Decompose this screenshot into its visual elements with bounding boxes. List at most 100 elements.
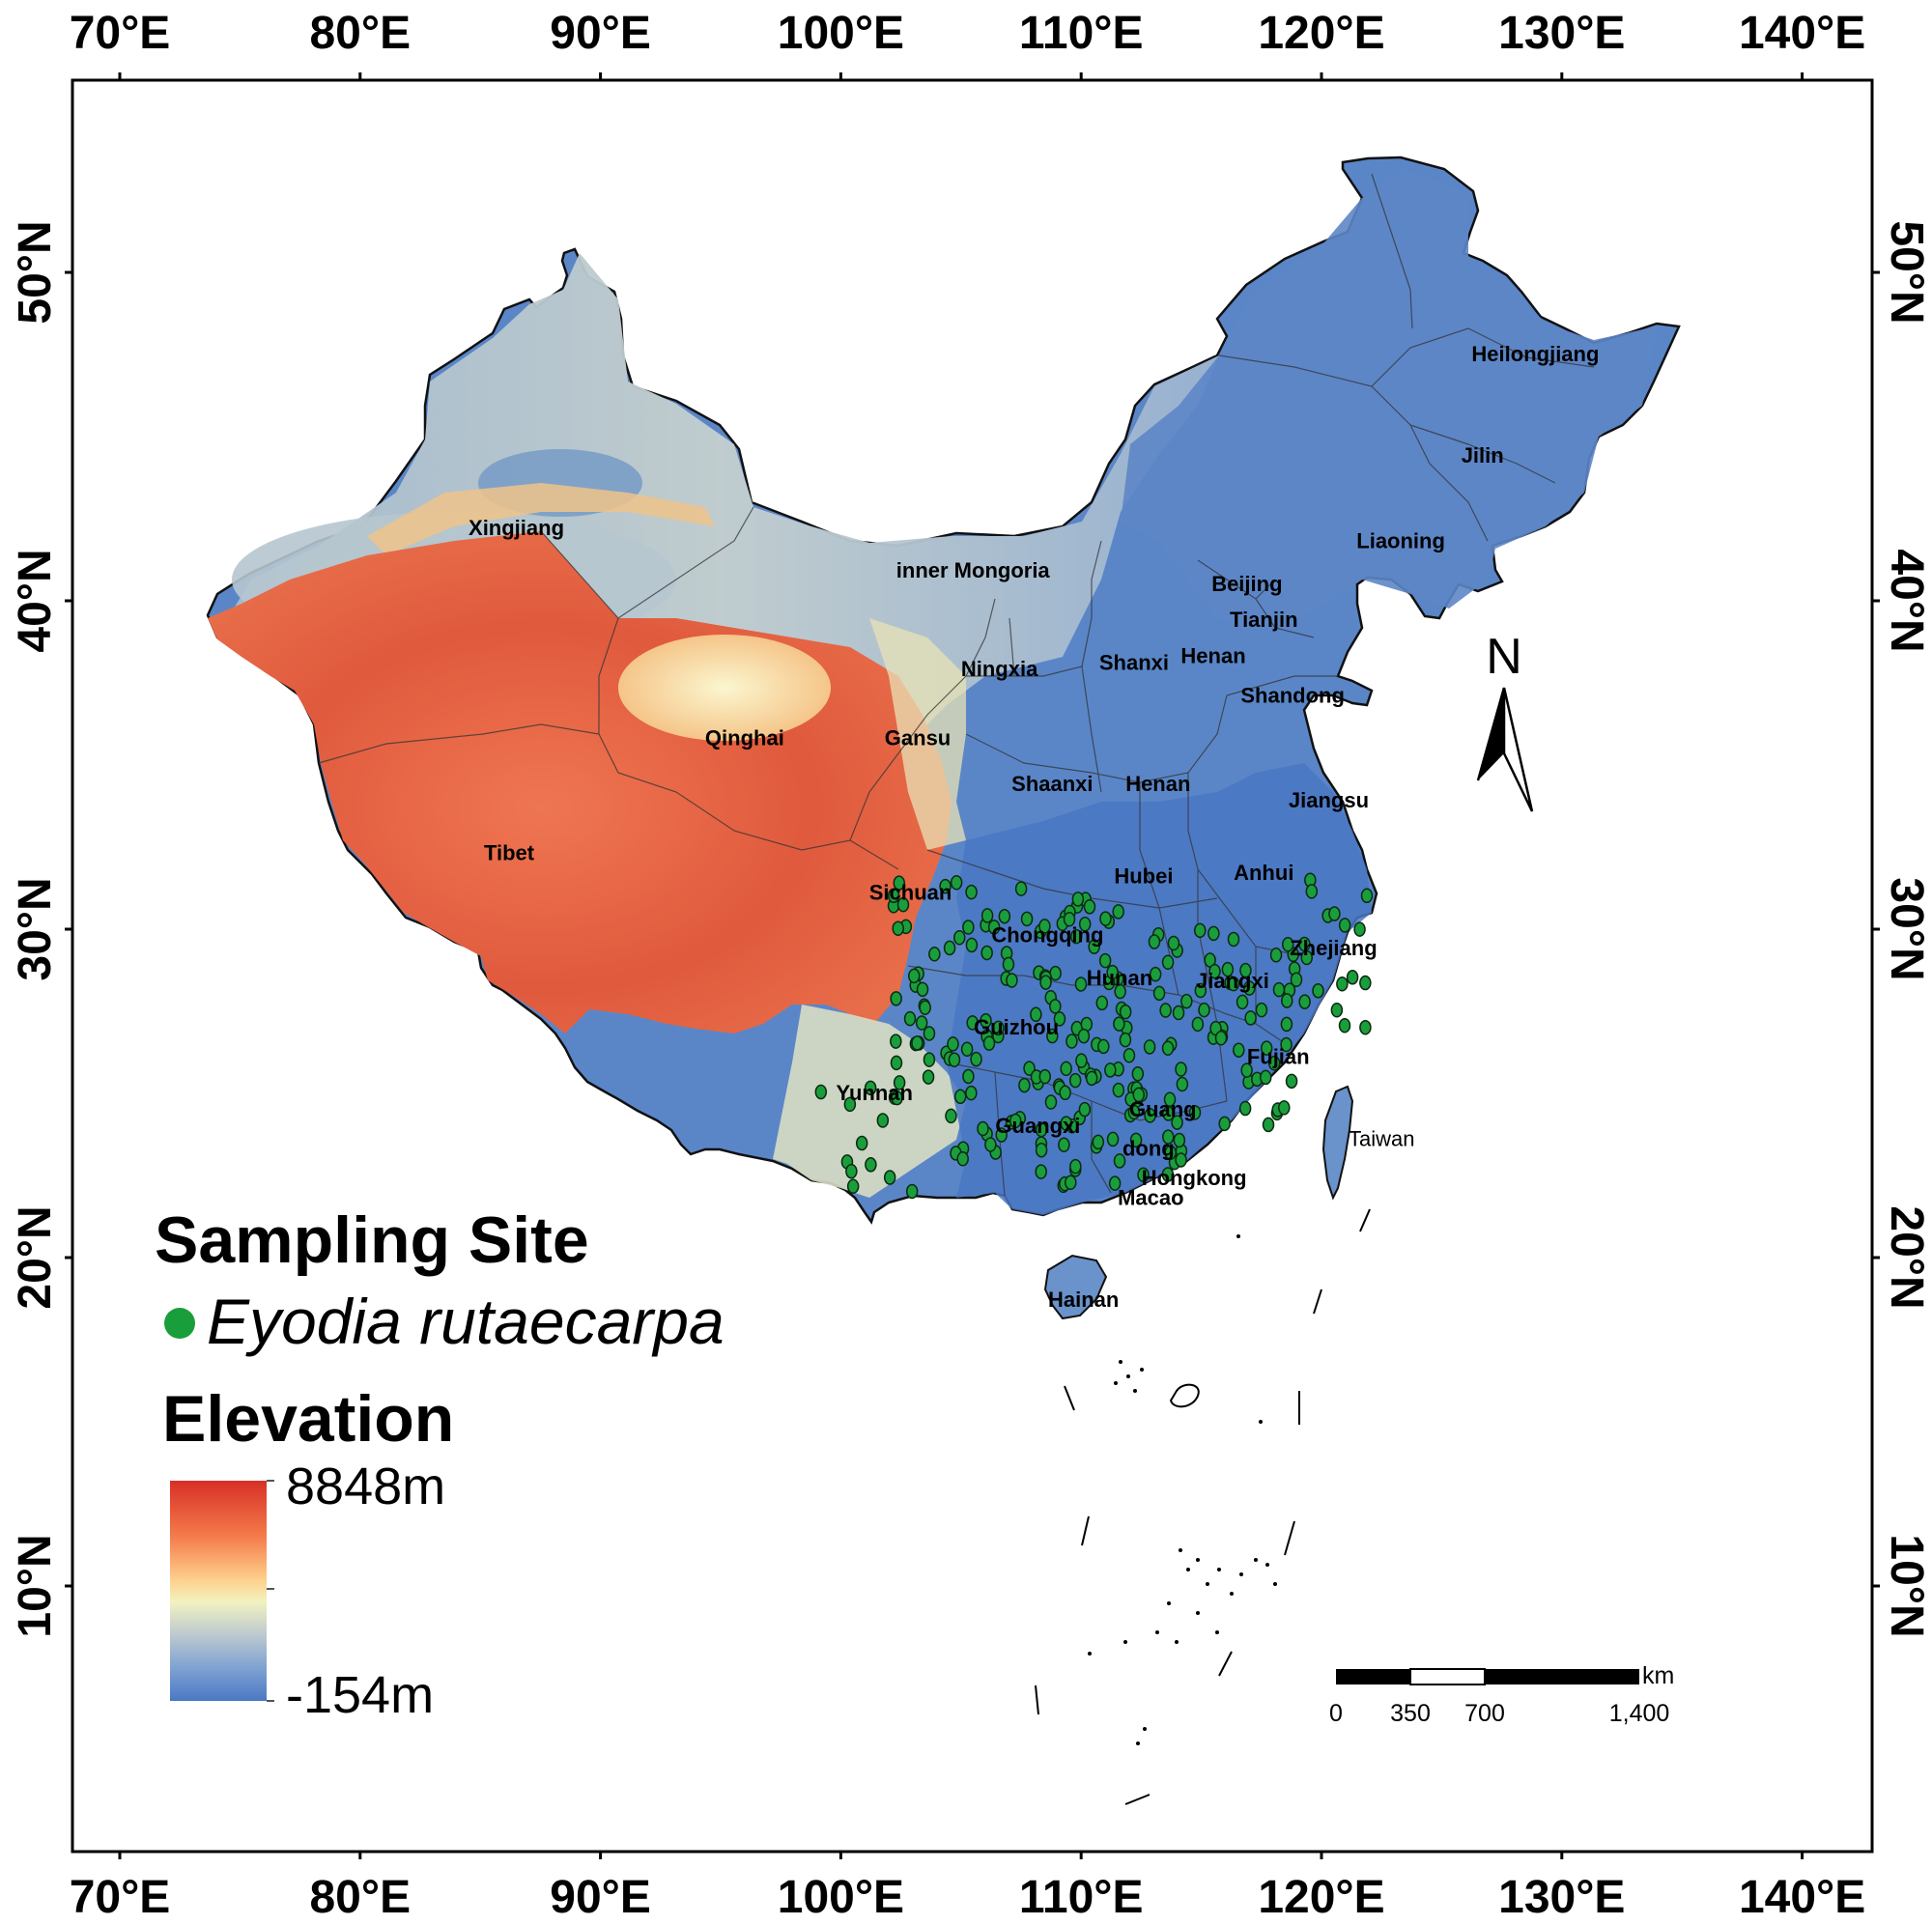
sample-point (980, 1012, 992, 1029)
sample-point (960, 1041, 974, 1058)
province-label: Liaoning (1356, 529, 1445, 553)
sample-point (1014, 881, 1028, 896)
sample-point (1180, 993, 1193, 1009)
sample-point (965, 884, 978, 900)
scale-tick-700: 700 (1464, 1700, 1505, 1727)
sample-point (1132, 1087, 1146, 1103)
sample-point (950, 874, 963, 891)
sample-point (1077, 1028, 1091, 1044)
sample-point (1035, 1164, 1047, 1179)
longitude-label-top: 140°E (1739, 8, 1865, 59)
longitude-label-top: 110°E (1019, 8, 1144, 59)
province-borders (318, 173, 1595, 1197)
province-label: dong (1122, 1137, 1175, 1161)
sample-point (1269, 948, 1283, 963)
sample-point (892, 920, 904, 936)
sample-point (845, 1163, 858, 1179)
sample-point (1078, 1101, 1092, 1118)
scale-bar: km 0 350 700 1,400 (1329, 1662, 1674, 1727)
latitude-labels-right: 50°N 40°N 30°N 20°N 10°N (1881, 220, 1932, 1637)
sample-point (943, 940, 956, 956)
latitude-label-left: 10°N (10, 1534, 61, 1637)
sample-point (1163, 1091, 1177, 1107)
sample-point (1194, 982, 1208, 999)
latitude-labels-left: 50°N 40°N 30°N 20°N 10°N (10, 220, 61, 1637)
sample-point (1290, 972, 1303, 987)
province-label: Shandong (1240, 683, 1345, 707)
sample-point (1127, 1104, 1141, 1120)
sample-point (1227, 931, 1240, 948)
sample-point (1338, 1018, 1351, 1033)
sample-point (887, 888, 900, 904)
latitude-label-right: 30°N (1881, 877, 1932, 980)
sample-point (1260, 1040, 1273, 1056)
longitude-labels-top: 70°E 80°E 90°E 100°E 110°E 120°E 130°E 140°E (70, 8, 1866, 59)
sample-point (995, 1127, 1008, 1143)
sample-point (1083, 899, 1096, 915)
sample-point (1338, 918, 1351, 933)
sample-point (1281, 993, 1293, 1008)
sample-point (1221, 961, 1235, 977)
sample-point (1035, 1142, 1048, 1158)
sample-point (1049, 999, 1062, 1014)
province-label: Hunan (1087, 966, 1152, 990)
sample-point (907, 968, 921, 984)
sample-point (1035, 1121, 1048, 1138)
longitude-label-top: 90°E (550, 8, 651, 59)
sample-point (922, 1069, 935, 1085)
sample-point (890, 1033, 902, 1049)
longitude-label-top: 130°E (1498, 8, 1625, 59)
sample-point (1060, 1116, 1073, 1131)
province-label: Gansu (885, 726, 951, 750)
sample-point (1106, 964, 1119, 980)
latitude-label-left: 20°N (10, 1205, 61, 1309)
scale-tick-1400: 1,400 (1609, 1700, 1670, 1727)
sample-point (945, 1108, 957, 1124)
latitude-label-right: 10°N (1881, 1534, 1932, 1637)
province-label: Guizhou (974, 1015, 1059, 1039)
sample-point (1148, 934, 1161, 949)
sample-point (1074, 977, 1088, 992)
sample-point (1085, 1070, 1098, 1087)
sample-point (1176, 1076, 1189, 1092)
south-china-sea-features (1035, 1208, 1371, 1805)
sample-point (977, 1120, 989, 1137)
sample-point (916, 981, 929, 998)
province-label: Jiangsu (1289, 788, 1369, 812)
sample-point (1161, 1040, 1175, 1057)
sample-point (1023, 1061, 1036, 1076)
legend-species-name: Eyodia rutaecarpa (207, 1286, 724, 1357)
sample-point (962, 920, 975, 935)
sample-point (928, 946, 941, 962)
latitude-label-right: 20°N (1881, 1205, 1932, 1309)
longitude-label-top: 80°E (309, 8, 411, 59)
sample-point (939, 878, 952, 894)
province-label: Guang (1129, 1097, 1197, 1121)
sample-point (923, 1026, 936, 1041)
sample-point (1038, 919, 1051, 934)
sample-point (948, 1052, 961, 1067)
sample-point (1065, 1033, 1078, 1049)
province-label: Macao (1118, 1186, 1183, 1210)
legend-elevation-title: Elevation (162, 1382, 455, 1456)
sample-point (1068, 1072, 1082, 1089)
longitude-label-bottom: 120°E (1258, 1872, 1384, 1923)
sample-point (1099, 911, 1112, 926)
sample-point (1239, 962, 1252, 978)
sample-point (905, 1183, 919, 1200)
sample-point (1214, 1030, 1228, 1046)
sample-point (865, 1157, 877, 1173)
province-label: Xingjiang (469, 516, 564, 540)
sample-point (1038, 1068, 1052, 1085)
sample-point (1113, 1016, 1125, 1032)
axis-tick-marks (65, 72, 1880, 1859)
sample-point (1359, 1019, 1372, 1035)
sample-point (893, 1075, 906, 1090)
sample-point (1328, 906, 1341, 921)
sample-point (1104, 1062, 1117, 1078)
sample-point (1046, 1028, 1059, 1044)
qaidam-basin (618, 635, 831, 741)
loess-transition (869, 618, 966, 850)
sample-point (1112, 904, 1124, 920)
longitude-label-bottom: 110°E (1019, 1872, 1144, 1923)
